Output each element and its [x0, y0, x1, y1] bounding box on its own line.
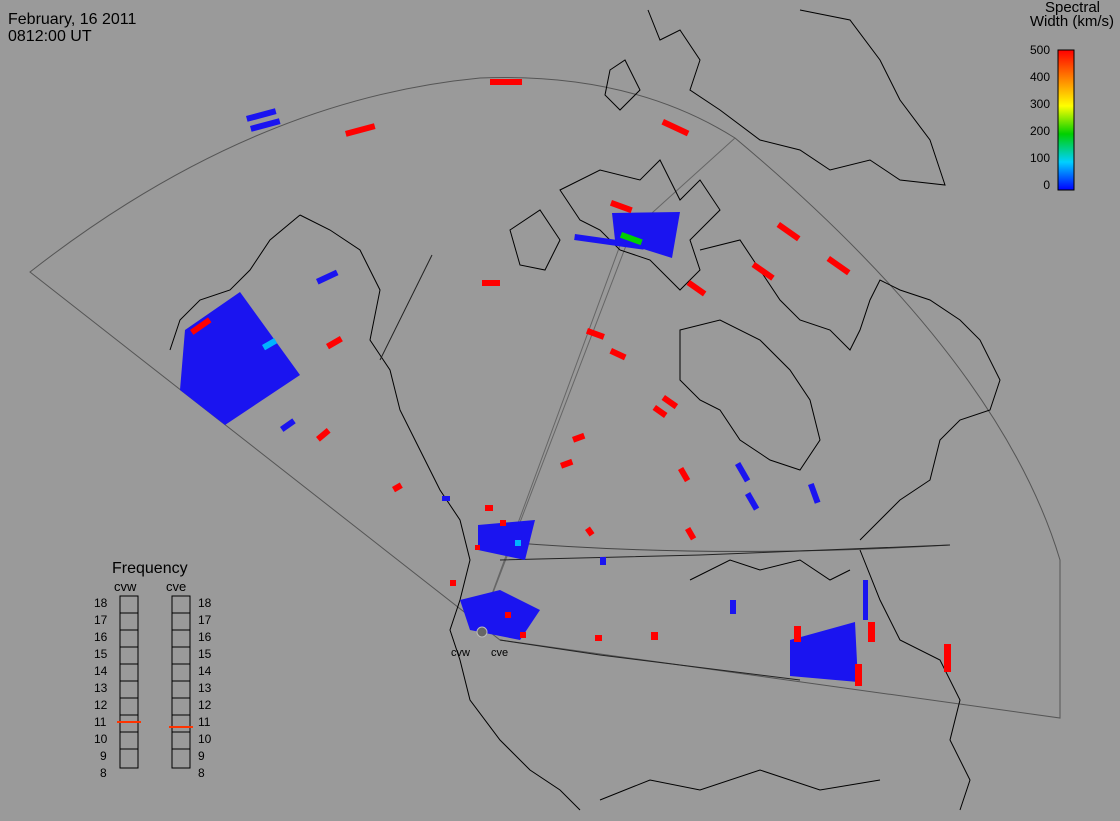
colorbar-tick: 100 [1029, 151, 1050, 165]
freq-columns [119, 595, 191, 769]
freq-tick: 13 [94, 681, 108, 695]
colorbar-title-line2: Width (km/s) [1029, 13, 1114, 30]
radar-site-marker [476, 626, 488, 638]
freq-tick: 17 [94, 613, 108, 627]
fov-outline [29, 77, 1061, 719]
colorbar-tick: 500 [1029, 43, 1050, 57]
freq-tick: 13 [198, 681, 212, 695]
scatter-cyan [262, 338, 521, 546]
freq-tick: 15 [198, 647, 212, 661]
freq-tick: 8 [100, 766, 107, 780]
colorbar-tick: 0 [1043, 178, 1050, 192]
colorbar-tick: 300 [1029, 97, 1050, 111]
scatter-blue [180, 108, 868, 682]
site-label-cvw: cvw [451, 647, 470, 659]
cve-frequency-marker [169, 726, 193, 728]
cvw-frequency-marker [117, 721, 141, 723]
coastlines [169, 9, 1001, 811]
freq-tick: 10 [94, 732, 108, 746]
freq-tick: 10 [198, 732, 212, 746]
freq-tick: 17 [198, 613, 212, 627]
freq-tick: 9 [198, 749, 205, 763]
freq-tick: 15 [94, 647, 108, 661]
borders [379, 254, 951, 681]
freq-tick: 8 [198, 766, 205, 780]
colorbar-tick: 200 [1029, 124, 1050, 138]
scatter-mixed [450, 505, 511, 618]
freq-tick: 9 [100, 749, 107, 763]
cvw-column-label: cvw [114, 579, 137, 594]
site-label-cve: cve [491, 647, 509, 659]
scatter-red [190, 79, 951, 686]
freq-tick: 12 [94, 698, 108, 712]
range-ring [479, 539, 951, 552]
freq-tick: 18 [198, 596, 212, 610]
cve-column-label: cve [166, 579, 187, 594]
frequency-title: Frequency [112, 560, 188, 577]
freq-tick: 16 [94, 630, 108, 644]
freq-tick: 14 [198, 664, 212, 678]
time-label: 0812:00 UT [8, 28, 92, 45]
freq-tick: 11 [198, 715, 211, 729]
colorbar-title-line1: Spectral [1044, 0, 1100, 16]
colorbar-swatch [1057, 49, 1075, 191]
freq-tick: 11 [94, 715, 107, 729]
scatter-green [619, 231, 643, 246]
freq-tick: 16 [198, 630, 212, 644]
freq-tick: 14 [94, 664, 108, 678]
date-label: February, 16 2011 [8, 11, 137, 28]
freq-tick: 12 [198, 698, 212, 712]
colorbar-tick: 400 [1029, 70, 1050, 84]
freq-tick: 18 [94, 596, 108, 610]
